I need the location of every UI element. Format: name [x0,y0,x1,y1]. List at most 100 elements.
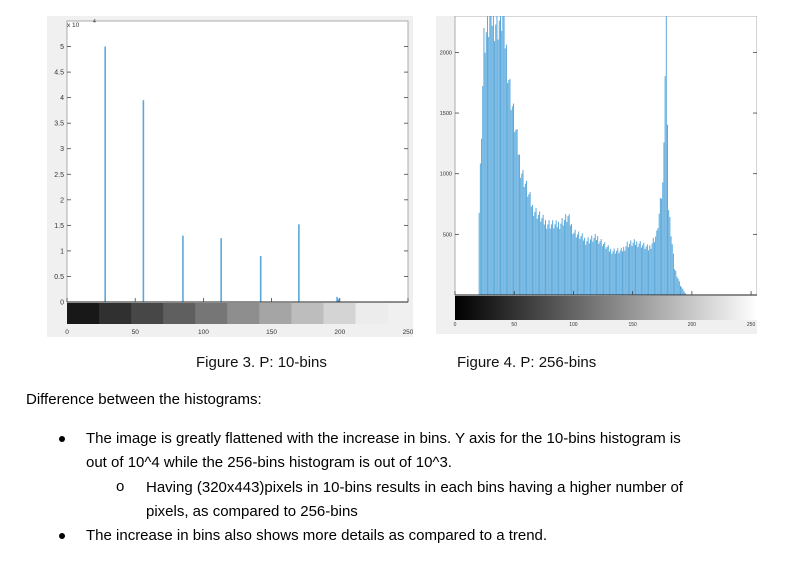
histogram-bar [540,221,542,295]
histogram-bar [500,16,502,295]
histogram-bar [503,16,505,295]
histogram-bar [546,228,548,295]
histogram-bar [337,298,340,302]
x-tick-label: 150 [266,329,277,336]
histogram-bar [645,246,647,295]
figure-4-histogram: 500 1000 1500 2000 0 50 100 150 200 250 [436,16,757,334]
plot-area [66,20,409,303]
histogram-bar [605,248,607,295]
histogram-bar [588,243,590,295]
histogram-bar [142,100,145,302]
histogram-bar [560,223,562,295]
histogram-bar [591,235,593,295]
histogram-bar [515,129,517,295]
histogram-bar [621,251,623,295]
histogram-bar [666,124,668,296]
histogram-bar [669,217,671,295]
histogram-bar [566,221,568,295]
histogram-bar [581,233,583,295]
histogram-bar [597,236,599,295]
histogram-bar [571,223,573,295]
y-tick-label: 2000 [440,50,452,56]
histogram-bar [664,76,666,295]
histogram-bar [672,253,674,295]
histogram-bar [683,291,685,295]
histogram-bar [548,220,550,295]
histogram-bar [598,243,600,295]
histogram-bar [531,204,533,295]
histogram-bar [552,220,554,295]
figure-3-caption: Figure 3. P: 10-bins [196,354,327,371]
histogram-bar [625,246,627,295]
histogram-bar [613,248,615,295]
histogram-bar [592,241,594,295]
histogram-bar [517,154,519,295]
histogram-bar [652,237,654,295]
histogram-bar [549,228,551,295]
x-tick-label: 50 [132,329,140,336]
histogram-bar [527,196,529,295]
histogram-bar [636,241,638,295]
histogram-bar [624,250,626,295]
histogram-bar [513,103,515,295]
histogram-bar [623,246,625,295]
histogram-bar [584,237,586,295]
colorbar-segment [323,303,356,324]
histogram-bar [572,234,574,295]
colorbar-segment [131,303,164,324]
histogram-bar [495,24,497,296]
histogram-bar [484,52,486,295]
histogram-bar [594,233,596,295]
y-tick-label: 0 [60,300,64,307]
colorbar-segment [163,303,196,324]
histogram-bar [494,41,496,295]
histogram-bar [682,288,684,295]
y-tick-label: 5 [60,44,64,51]
colorbar-gradient [455,296,757,320]
histogram-bar [638,243,640,295]
y-tick-label: 1.5 [54,223,64,230]
y-tick-label: 1500 [440,111,452,117]
histogram-bar [576,234,578,295]
histogram-bar [630,240,632,295]
histogram-bar [563,219,565,295]
histogram-bar [603,244,605,295]
histogram-bar [496,16,498,295]
histogram-bar [481,138,483,295]
histogram-bar [497,39,499,295]
x-tick-label: 250 [403,329,413,336]
histogram-bar [681,287,683,295]
histogram-bar [569,225,571,295]
y-tick-label: 2 [60,197,64,204]
histogram-bar [644,248,646,295]
x-tick-label: 100 [569,322,578,328]
histogram-bar [604,242,606,295]
histogram-bar [579,238,581,295]
histogram-bar [510,110,512,295]
histogram-bar [553,228,555,295]
y-tick-label: 1000 [440,172,452,178]
y-tick-label: 1 [60,248,64,255]
histogram-bar [536,218,538,295]
histogram-bar [520,177,522,295]
histogram-bar [676,276,678,295]
x-tick-label: 0 [65,329,69,336]
histogram-bar [504,48,506,295]
histogram-bar [684,293,686,295]
histogram-bar [554,224,556,295]
histogram-bar [649,245,651,295]
histogram-bar [659,198,661,295]
histogram-bar [479,163,481,295]
histogram-bar [533,215,535,295]
histogram-bar [542,214,544,295]
histogram-bar [514,132,516,295]
y-tick-label: 4.5 [54,70,64,77]
figure-3-histogram: 0 0.5 1 1.5 2 2.5 3 3.5 4 4.5 5 x 10 4 0 50 100 150 200 25… [47,16,413,337]
y-tick-label: 2.5 [54,172,64,179]
histogram-bar [608,251,610,295]
histogram-bar [573,232,575,295]
y-tick-label: 0.5 [54,274,64,281]
histogram-bar [614,253,616,295]
histogram-bar [629,243,631,295]
histogram-bar [600,239,602,295]
